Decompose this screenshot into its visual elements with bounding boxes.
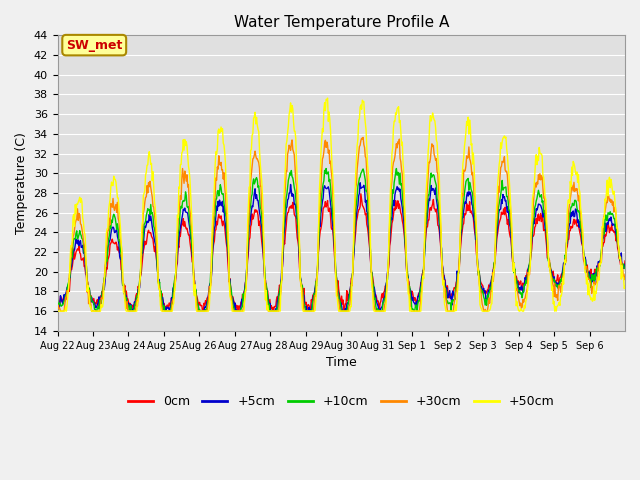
- Legend: 0cm, +5cm, +10cm, +30cm, +50cm: 0cm, +5cm, +10cm, +30cm, +50cm: [123, 390, 560, 413]
- Text: SW_met: SW_met: [66, 38, 122, 52]
- Y-axis label: Temperature (C): Temperature (C): [15, 132, 28, 234]
- X-axis label: Time: Time: [326, 356, 356, 369]
- Title: Water Temperature Profile A: Water Temperature Profile A: [234, 15, 449, 30]
